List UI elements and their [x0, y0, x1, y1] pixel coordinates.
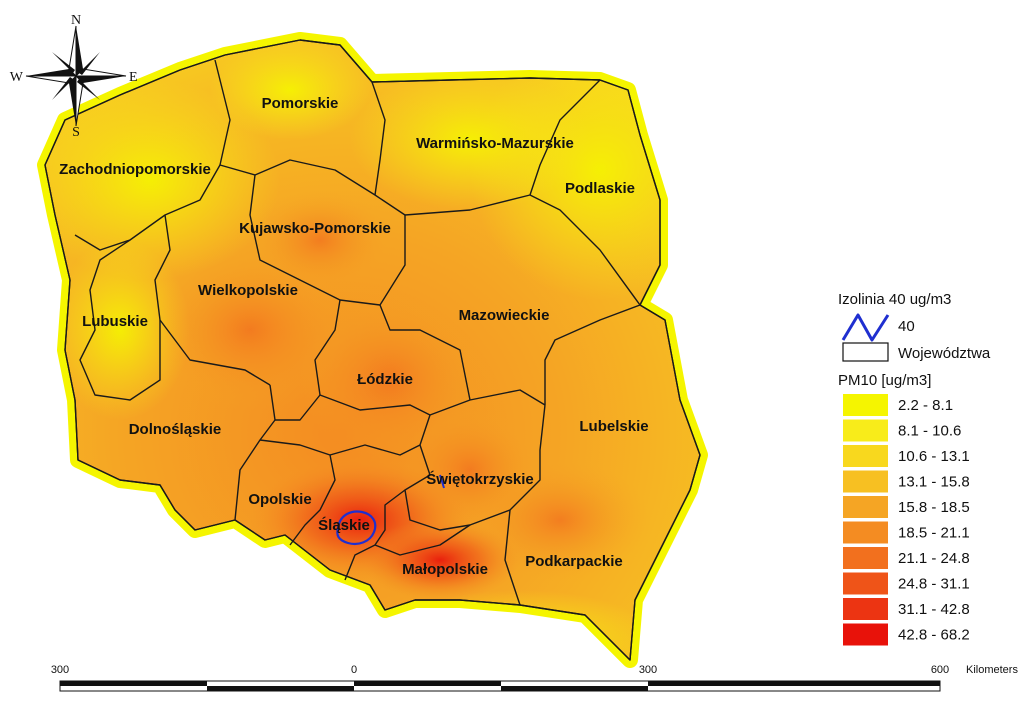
legend-isoline-icon: [841, 313, 890, 342]
scale-tick-label: 0: [351, 664, 357, 676]
region-label: Opolskie: [248, 491, 311, 508]
compass-north: N: [71, 13, 81, 28]
legend-class-label: 2.2 - 8.1: [898, 397, 953, 414]
legend-class-label: 24.8 - 31.1: [898, 576, 970, 593]
region-label: Lubelskie: [579, 418, 648, 435]
scale-tick-label: 300: [51, 664, 69, 676]
region-label: Świętokrzyskie: [426, 470, 534, 488]
legend-class-label: 10.6 - 13.1: [898, 448, 970, 465]
scale-seg: [60, 681, 207, 686]
legend-swatch: [843, 496, 888, 518]
region-label: Podlaskie: [565, 180, 635, 197]
legend-swatch: [843, 521, 888, 544]
legend-class-label: 15.8 - 18.5: [898, 499, 970, 516]
legend-swatch: [843, 598, 888, 620]
legend-class-label: 18.5 - 21.1: [898, 525, 970, 542]
isoline-40-small: [439, 474, 445, 489]
region-label: Podkarpackie: [525, 553, 623, 570]
voivodeship-borders: [44, 39, 701, 661]
legend-swatch: [843, 470, 888, 493]
legend-swatch: [843, 419, 888, 442]
legend-swatch: [843, 394, 888, 416]
legend-swatch: [843, 547, 888, 569]
legend-class-label: 13.1 - 15.8: [898, 474, 970, 491]
scale-seg: [207, 686, 354, 691]
scale-ticks: 300 0 300 600: [51, 664, 949, 676]
legend: Izolinia 40 ug/m3 40 Województwa PM10 [u…: [838, 291, 991, 646]
isoline-40: [336, 510, 377, 546]
legend-isoline-title: Izolinia 40 ug/m3: [838, 291, 951, 308]
legend-border-swatch: [842, 342, 889, 362]
region-label: Łódzkie: [357, 371, 413, 388]
legend-swatch: [843, 572, 888, 595]
region-label: Pomorskie: [262, 95, 339, 112]
scale-bar: 300 0 300 600 Kilometers: [51, 664, 1018, 692]
legend-border-label: Województwa: [898, 345, 991, 362]
region-label: Warmińsko-Mazurskie: [416, 135, 574, 152]
legend-classes: 2.2 - 8.1 8.1 - 10.6 10.6 - 13.1 13.1 - 15.…: [843, 394, 970, 646]
legend-class-label: 8.1 - 10.6: [898, 423, 961, 440]
scale-tick-label: 300: [639, 664, 657, 676]
region-label: Małopolskie: [402, 561, 488, 578]
legend-swatch: [843, 445, 888, 467]
scale-seg: [501, 686, 648, 691]
region-label: Zachodniopomorskie: [59, 161, 211, 178]
scale-seg: [354, 681, 501, 686]
region-labels: Pomorskie Warmińsko-Mazurskie Zachodniopom…: [59, 95, 648, 578]
legend-class-label: 31.1 - 42.8: [898, 601, 970, 618]
compass-west: W: [10, 70, 24, 85]
legend-class-label: 42.8 - 68.2: [898, 627, 970, 644]
scale-unit: Kilometers: [966, 664, 1018, 676]
compass-south: S: [72, 125, 80, 140]
legend-swatch: [843, 623, 888, 646]
region-label: Wielkopolskie: [198, 282, 298, 299]
legend-isoline-label: 40: [898, 318, 915, 335]
scale-tick-label: 600: [931, 664, 949, 676]
region-label: Kujawsko-Pomorskie: [239, 220, 391, 237]
region-label: Mazowieckie: [459, 307, 550, 324]
region-label: Śląskie: [318, 516, 370, 534]
legend-pm-title: PM10 [ug/m3]: [838, 372, 931, 389]
region-label: Dolnośląskie: [129, 421, 222, 438]
region-label: Lubuskie: [82, 313, 148, 330]
compass-east: E: [129, 70, 138, 85]
compass-rose: N S E W: [10, 13, 138, 140]
legend-class-label: 21.1 - 24.8: [898, 550, 970, 567]
scale-seg: [648, 681, 940, 686]
compass-star-icon: [25, 25, 127, 127]
